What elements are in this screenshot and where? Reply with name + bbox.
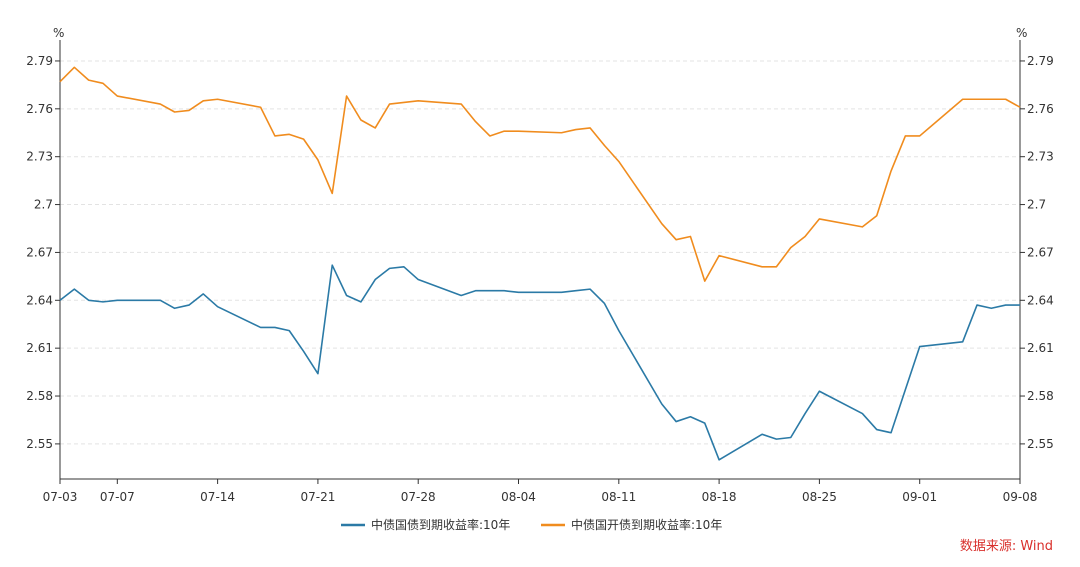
y-tick-label-left: 2.79 bbox=[26, 54, 53, 68]
y-tick-label-right: 2.73 bbox=[1027, 150, 1054, 164]
y-tick-label-left: 2.61 bbox=[26, 341, 53, 355]
y-tick-label-right: 2.64 bbox=[1027, 293, 1054, 307]
y-tick-label-right: 2.79 bbox=[1027, 54, 1054, 68]
axes: 2.55 2.55 2.58 2.58 2.61 2.61 2.64 2.64 2.67 2.67… bbox=[26, 40, 1054, 504]
y-axis-unit-left: % bbox=[53, 26, 64, 40]
x-tick-label: 07-28 bbox=[401, 490, 436, 504]
y-tick-label-right: 2.7 bbox=[1027, 198, 1046, 212]
data-source-note: 数据来源: Wind bbox=[960, 539, 1053, 554]
y-tick-label-left: 2.64 bbox=[26, 293, 53, 307]
y-tick-label-left: 2.73 bbox=[26, 150, 53, 164]
x-tick-label: 07-21 bbox=[300, 490, 335, 504]
y-tick-label-left: 2.7 bbox=[34, 198, 53, 212]
legend: 中债国债到期收益率:10年 中债国开债到期收益率:10年 bbox=[341, 517, 722, 532]
x-tick-label: 09-01 bbox=[902, 490, 937, 504]
series-lines bbox=[59, 66, 1021, 461]
y-tick-label-right: 2.67 bbox=[1027, 245, 1054, 259]
x-tick-label: 08-11 bbox=[601, 490, 636, 504]
legend-label-1: 中债国债到期收益率:10年 bbox=[371, 517, 510, 532]
y-tick-label-right: 2.55 bbox=[1027, 437, 1054, 451]
y-tick-label-right: 2.58 bbox=[1027, 389, 1054, 403]
x-tick-label: 08-04 bbox=[501, 490, 536, 504]
x-tick-label: 07-14 bbox=[200, 490, 235, 504]
y-axis-unit-right: % bbox=[1016, 26, 1027, 40]
series-line-1 bbox=[59, 264, 1020, 461]
y-tick-label-left: 2.55 bbox=[26, 437, 53, 451]
x-tick-label: 07-03 bbox=[43, 490, 78, 504]
y-tick-label-right: 2.76 bbox=[1027, 102, 1054, 116]
y-tick-label-left: 2.76 bbox=[26, 102, 53, 116]
y-tick-label-left: 2.67 bbox=[26, 245, 53, 259]
y-tick-label-right: 2.61 bbox=[1027, 341, 1054, 355]
grid-lines bbox=[60, 60, 1020, 445]
y-tick-label-left: 2.58 bbox=[26, 389, 53, 403]
x-tick-label: 08-25 bbox=[802, 490, 837, 504]
legend-label-2: 中债国开债到期收益率:10年 bbox=[571, 517, 722, 532]
x-tick-label: 08-18 bbox=[702, 490, 737, 504]
x-tick-label: 07-07 bbox=[100, 490, 135, 504]
x-tick-label: 09-08 bbox=[1003, 490, 1038, 504]
series-line-2 bbox=[59, 66, 1021, 282]
